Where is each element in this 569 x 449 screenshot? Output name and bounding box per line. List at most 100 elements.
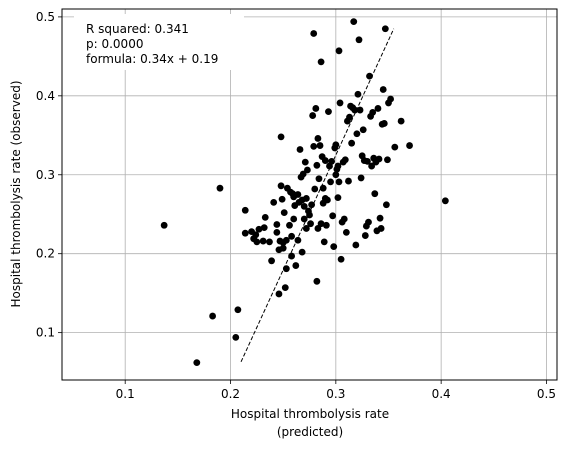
data-point [315, 175, 323, 183]
data-point [234, 306, 242, 314]
data-point [306, 211, 313, 219]
data-point [275, 290, 283, 298]
data-point [384, 156, 391, 164]
data-point [298, 248, 306, 256]
data-point [313, 161, 321, 169]
data-point [364, 157, 371, 165]
regression-fit-line [240, 28, 395, 363]
data-point [356, 106, 364, 114]
data-point [375, 155, 383, 163]
data-point [391, 143, 399, 151]
data-point [260, 224, 268, 232]
data-point [355, 36, 363, 44]
stats-annotation: R squared: 0.341 p: 0.0000 formula: 0.34… [74, 14, 244, 70]
data-point [292, 262, 300, 269]
data-point [321, 157, 329, 164]
data-point [381, 25, 389, 33]
y-tick-label: 0.5 [36, 10, 55, 24]
data-point [377, 225, 385, 232]
data-point [337, 255, 345, 263]
grid [62, 9, 557, 380]
data-point [340, 215, 348, 223]
data-point [302, 195, 310, 202]
data-point [348, 139, 356, 147]
annotation-r-squared: R squared: 0.341 [86, 22, 189, 36]
data-point [365, 218, 372, 226]
data-point [286, 221, 293, 229]
data-point [357, 174, 365, 182]
data-point [379, 86, 387, 93]
x-tick-label: 0.3 [326, 387, 345, 401]
x-tick-label: 0.2 [221, 387, 240, 401]
x-tick-label: 0.5 [537, 387, 556, 401]
data-point [193, 359, 201, 367]
data-points [160, 18, 449, 367]
data-point [273, 228, 281, 236]
data-point [317, 220, 325, 228]
data-point [319, 184, 327, 192]
data-point [371, 190, 379, 198]
x-tick-label: 0.4 [432, 387, 451, 401]
data-point [332, 141, 340, 149]
data-point [366, 72, 373, 80]
data-point [361, 232, 369, 239]
data-point [441, 197, 449, 205]
annotation-formula: formula: 0.34x + 0.19 [86, 52, 218, 66]
data-point [268, 257, 275, 265]
data-point [380, 120, 388, 127]
data-point [309, 112, 317, 119]
data-point [307, 220, 314, 228]
data-point [261, 213, 269, 221]
data-point [308, 201, 316, 209]
data-point [282, 236, 290, 244]
data-point [310, 30, 318, 37]
data-point [279, 244, 287, 252]
annotation-p-value: p: 0.0000 [86, 37, 143, 51]
data-point [353, 130, 361, 138]
data-point [335, 178, 343, 186]
data-point [311, 185, 319, 193]
data-point [282, 265, 290, 273]
data-point [312, 105, 320, 112]
data-point [290, 215, 298, 223]
data-point [330, 243, 338, 250]
data-point [351, 106, 359, 114]
x-axis-label-line-1: Hospital thrombolysis rate [231, 407, 389, 421]
data-point [310, 142, 318, 150]
data-point [329, 212, 337, 220]
data-point [382, 201, 390, 209]
data-point [328, 157, 336, 165]
y-tick-label: 0.4 [36, 89, 55, 103]
data-point [321, 195, 329, 202]
data-point [288, 252, 295, 260]
data-point [277, 133, 285, 141]
data-point [336, 99, 344, 107]
data-point [322, 221, 330, 229]
data-point [241, 206, 249, 214]
data-point [397, 117, 405, 125]
data-point [160, 221, 168, 229]
data-point [280, 209, 288, 217]
data-point [300, 202, 308, 210]
y-axis-label: Hospital thrombolysis rate (observed) [9, 80, 23, 307]
data-point [342, 228, 350, 236]
y-tick-label: 0.2 [36, 247, 55, 261]
annotation-box [74, 14, 244, 70]
data-point [327, 178, 334, 186]
data-point [325, 108, 332, 116]
data-point [216, 184, 224, 192]
data-point [374, 105, 382, 112]
data-point [278, 195, 286, 203]
data-point [376, 214, 384, 222]
data-point [341, 156, 349, 164]
data-point [352, 241, 360, 249]
data-point [314, 135, 322, 142]
data-point [302, 225, 310, 232]
data-point [255, 225, 263, 233]
data-point [387, 95, 394, 103]
data-point [350, 18, 358, 26]
data-point [270, 198, 278, 206]
data-point [316, 142, 324, 149]
